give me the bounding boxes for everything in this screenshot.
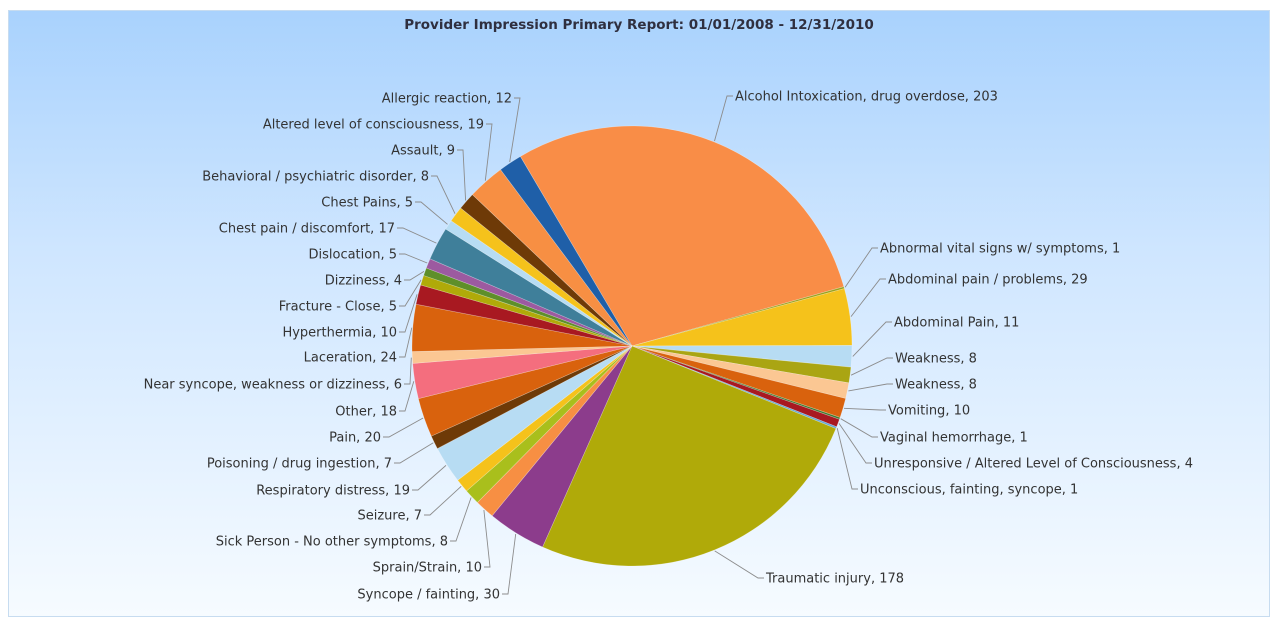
slice-label: Traumatic injury, 178: [765, 572, 904, 587]
pie-slice: [466, 345, 633, 503]
leader-line: [424, 485, 462, 516]
slice-label: Chest Pains, 5: [321, 196, 413, 211]
slice-label: Near syncope, weakness or dizziness, 6: [144, 378, 402, 393]
slice-label: Vaginal hemorrhage, 1: [880, 431, 1028, 446]
pie-slice: [415, 284, 633, 347]
leader-line: [399, 253, 428, 264]
leader-line: [404, 271, 425, 281]
leader-line: [394, 442, 434, 464]
pie-slice: [429, 228, 633, 347]
pie-slice: [491, 345, 633, 548]
pie-slice: [631, 345, 840, 428]
pie-slice: [476, 345, 633, 517]
slice-label: Other, 18: [335, 405, 397, 420]
leader-line: [397, 227, 437, 244]
pie-slice: [412, 345, 633, 400]
slice-label: Dizziness, 4: [325, 274, 402, 289]
pie-slice: [471, 169, 633, 347]
slice-label: Respiratory distress, 19: [256, 484, 410, 499]
slice-label: Abdominal pain / problems, 29: [888, 273, 1088, 288]
slice-label: Abnormal vital signs w/ symptoms, 1: [880, 242, 1120, 257]
leader-line: [850, 357, 893, 376]
pie-slice: [631, 286, 845, 347]
slice-label: Weakness, 8: [895, 352, 977, 367]
pie-slice: [430, 345, 633, 449]
slice-label: Vomiting, 10: [888, 404, 970, 419]
pie-slice: [631, 345, 853, 368]
slice-label: Weakness, 8: [895, 378, 977, 393]
slice-label: Allergic reaction, 12: [382, 92, 512, 107]
slice-label: Dislocation, 5: [308, 248, 397, 263]
pie-slice: [460, 194, 633, 347]
leader-line: [850, 278, 886, 317]
slice-label: Laceration, 24: [304, 351, 397, 366]
pie-slice: [423, 267, 633, 347]
leader-line: [714, 95, 733, 142]
pie-slice: [450, 207, 633, 347]
slice-label: Fracture - Close, 5: [279, 300, 397, 315]
pie-slice: [631, 345, 841, 420]
pie-slice: [631, 345, 847, 418]
pie-slice: [631, 345, 852, 384]
pie-slice: [418, 345, 633, 437]
slice-label: Abdominal Pain, 11: [894, 316, 1019, 331]
leader-line: [383, 417, 424, 438]
pie-slice: [631, 345, 850, 399]
leader-line: [836, 427, 858, 490]
slice-label: Unresponsive / Altered Level of Consciou…: [874, 457, 1193, 472]
slice-label: Altered level of consciousness, 19: [263, 118, 484, 133]
pie-slice: [411, 345, 633, 364]
leader-line: [399, 327, 413, 358]
pie-slice: [542, 345, 837, 567]
leader-line: [415, 201, 448, 225]
pie-slice: [436, 345, 633, 481]
leader-line: [848, 383, 893, 392]
pie-slice: [445, 220, 633, 347]
leader-line: [843, 407, 886, 411]
pie-slice: [425, 258, 633, 347]
slice-label: Behavioral / psychiatric disorder, 8: [202, 170, 429, 185]
slice-label: Chest pain / discomfort, 17: [219, 222, 395, 237]
leader-line: [404, 357, 412, 385]
slice-label: Unconscious, fainting, syncope, 1: [860, 483, 1078, 498]
slice-label: Poisoning / drug ingestion, 7: [207, 457, 392, 472]
leader-line: [431, 175, 456, 214]
chart-title: Provider Impression Primary Report: 01/0…: [404, 17, 874, 33]
slice-label: Sick Person - No other symptoms, 8: [216, 535, 448, 550]
slice-label: Sprain/Strain, 10: [373, 561, 482, 576]
leader-line: [838, 423, 872, 464]
leader-line: [483, 510, 491, 568]
pie-slice: [519, 125, 845, 347]
slice-label: Hyperthermia, 10: [282, 326, 397, 341]
slice-label: Assault, 9: [391, 144, 455, 159]
leader-line: [852, 321, 892, 357]
leader-line: [399, 381, 415, 412]
leader-line: [484, 123, 493, 181]
leader-line: [412, 465, 447, 491]
pie-slice: [500, 156, 633, 347]
slice-label: Pain, 20: [329, 431, 381, 446]
leader-line: [844, 247, 878, 288]
leader-line: [399, 279, 422, 307]
leader-line: [714, 550, 764, 579]
leader-line: [509, 97, 521, 162]
pie-slice: [411, 303, 633, 352]
leader-line: [450, 497, 472, 542]
leader-line: [457, 149, 467, 201]
slice-label: Syncope / fainting, 30: [357, 588, 500, 603]
pie-slice: [420, 275, 633, 347]
leader-line: [399, 294, 418, 333]
pie-slice: [631, 345, 838, 429]
leader-line: [502, 533, 517, 595]
leader-line: [840, 418, 878, 438]
slice-label: Seizure, 7: [357, 509, 422, 524]
pie-slice: [457, 345, 633, 492]
pie-slice: [631, 288, 853, 347]
slice-label: Alcohol Intoxication, drug overdose, 203: [735, 90, 998, 105]
